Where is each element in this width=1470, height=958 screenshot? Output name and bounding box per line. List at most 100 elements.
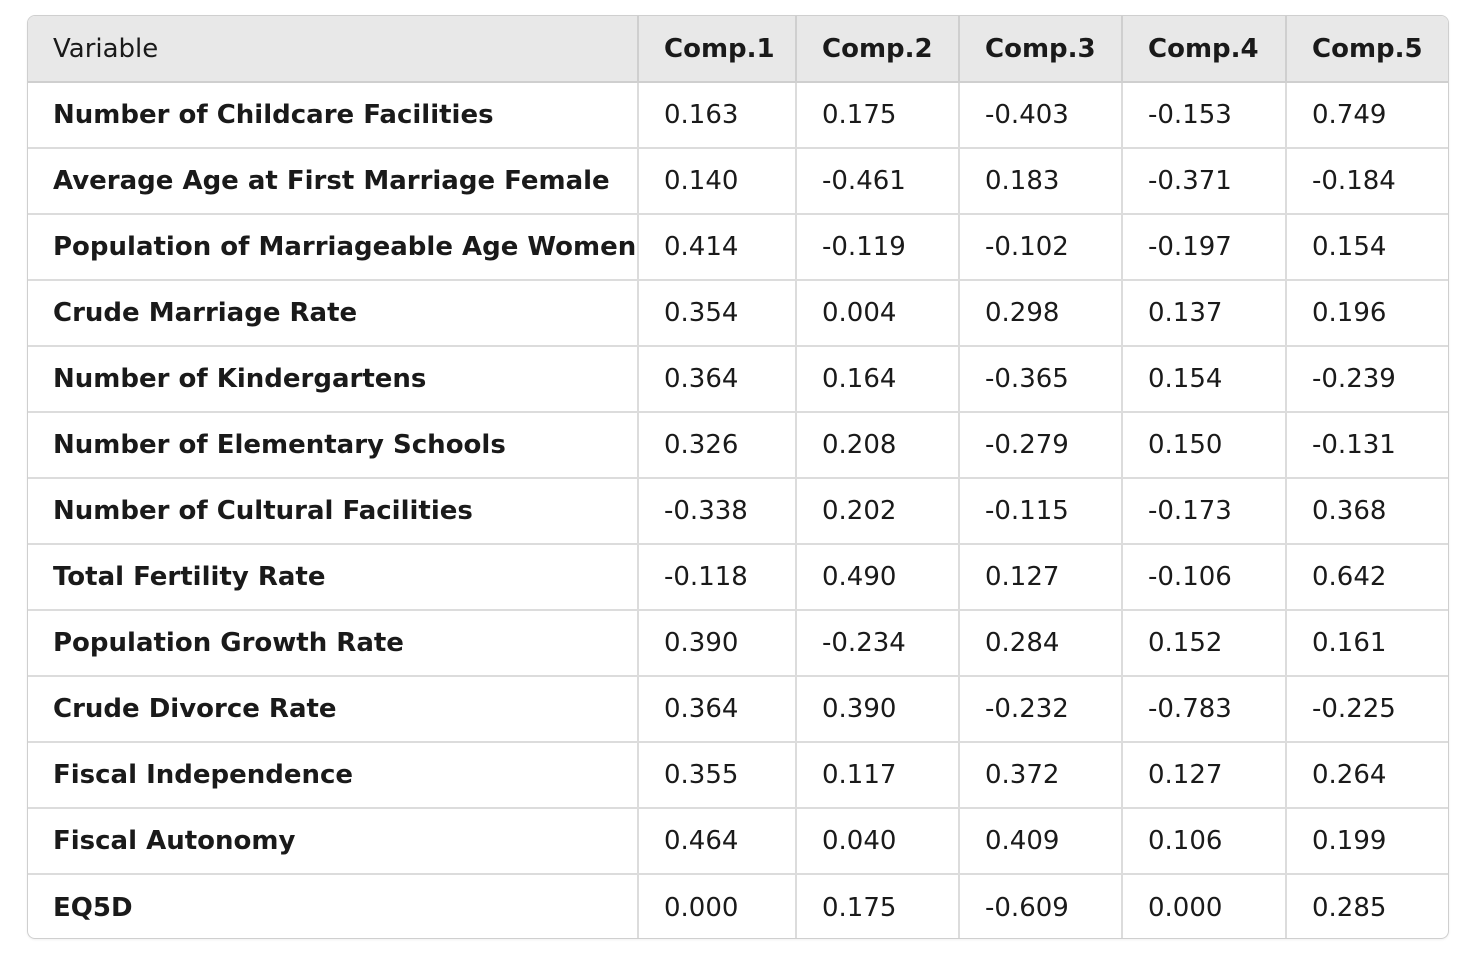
loading-value-cell-comp-3: -0.279: [959, 412, 1123, 479]
loading-value-cell-comp-2: 0.390: [796, 676, 960, 743]
table-row: Crude Marriage Rate 0.354 0.004 0.298 0.137 0…: [28, 280, 1448, 347]
table-row: Fiscal Autonomy 0.464 0.040 0.409 0.106 0.199: [28, 808, 1448, 875]
loading-value-cell-comp-2: 0.208: [796, 412, 960, 479]
column-header-comp-3: Comp.3: [959, 16, 1123, 83]
loading-value-cell-comp-3: 0.127: [959, 544, 1123, 611]
loading-value-cell-comp-5: 0.285: [1312, 892, 1387, 923]
loading-value-cell-comp-5: 0.264: [1286, 742, 1448, 809]
loading-value-cell-comp-5: -0.131: [1286, 412, 1448, 479]
variable-name-cell: Fiscal Autonomy: [28, 808, 639, 875]
loading-value-cell-comp-4: -0.173: [1122, 478, 1287, 545]
variable-name-cell: Population of Marriageable Age Women: [28, 214, 639, 281]
loading-value-cell-comp-4: -0.371: [1122, 148, 1287, 215]
loading-value-cell-comp-5: 0.642: [1286, 544, 1448, 611]
loading-value-cell-comp-1: 0.140: [638, 148, 797, 215]
loading-value-cell-comp-1: 0.390: [638, 610, 797, 677]
loading-value-cell-comp-1: -0.338: [638, 478, 797, 545]
variable-name-cell: Fiscal Independence: [28, 742, 639, 809]
loading-value-cell-comp-3: 0.284: [959, 610, 1123, 677]
table-row: Population of Marriageable Age Women 0.41…: [28, 214, 1448, 281]
table-row: Number of Kindergartens 0.364 0.164 -0.365 0…: [28, 346, 1448, 413]
table-header: Variable Comp.1 Comp.2 Comp.3 Comp.4 Com…: [28, 16, 1448, 83]
variable-name-cell: Population Growth Rate: [28, 610, 639, 677]
loading-value-cell-comp-2: -0.461: [796, 148, 960, 215]
loading-value-cell-comp-2: 0.004: [796, 280, 960, 347]
loading-value-cell-comp-1: 0.354: [638, 280, 797, 347]
table-row: Fiscal Independence 0.355 0.117 0.372 0.127 0…: [28, 742, 1448, 809]
variable-name-cell: Average Age at First Marriage Female: [28, 148, 639, 215]
variable-name-cell: Crude Marriage Rate: [28, 280, 639, 347]
loading-value-cell-comp-4: 0.137: [1122, 280, 1287, 347]
loading-value-cell-comp-1: -0.118: [638, 544, 797, 611]
loading-value-cell-comp-3: -0.609: [959, 874, 1123, 938]
header-row: Variable Comp.1 Comp.2 Comp.3 Comp.4 Com…: [28, 16, 1448, 83]
loading-value-cell-comp-3: -0.403: [959, 82, 1123, 149]
column-header-variable: Variable: [28, 16, 639, 83]
loading-value-cell-comp-4: -0.783: [1122, 676, 1287, 743]
loading-value-cell-comp-1: 0.163: [638, 82, 797, 149]
loading-value-cell-comp-4: 0.106: [1122, 808, 1287, 875]
loading-value-cell-comp-1: 0.364: [638, 676, 797, 743]
column-header-comp-5: Comp.5: [1286, 16, 1448, 83]
loading-value-cell-comp-1: 0.326: [638, 412, 797, 479]
loading-value-cell-comp-3: 0.372: [959, 742, 1123, 809]
loading-value-cell-comp-1: 0.000: [638, 874, 797, 938]
variable-name-cell: Number of Cultural Facilities: [28, 478, 639, 545]
loading-value-cell-comp-2: 0.117: [796, 742, 960, 809]
loading-value-cell-comp-5: -0.184: [1286, 148, 1448, 215]
loading-value-cell-comp-5: -0.239: [1286, 346, 1448, 413]
loading-value-cell-comp-3: -0.115: [959, 478, 1123, 545]
table-row: Average Age at First Marriage Female 0.14…: [28, 148, 1448, 215]
loading-value-cell-comp-5: 0.368: [1286, 478, 1448, 545]
variable-name-cell: Crude Divorce Rate: [28, 676, 639, 743]
loading-value-cell-comp-2: 0.202: [796, 478, 960, 545]
column-header-comp-2: Comp.2: [796, 16, 960, 83]
variable-name-cell: Total Fertility Rate: [28, 544, 639, 611]
table-row: Number of Childcare Facilities 0.163 0.175…: [28, 82, 1448, 149]
loadings-table-container: Variable Comp.1 Comp.2 Comp.3 Comp.4 Com…: [27, 15, 1449, 939]
loading-value-cell-comp-4: 0.127: [1122, 742, 1287, 809]
variable-name-cell: EQ5D: [28, 874, 639, 938]
loadings-table: Variable Comp.1 Comp.2 Comp.3 Comp.4 Com…: [28, 16, 1448, 938]
loading-value-cell-comp-1: 0.414: [638, 214, 797, 281]
loading-value-cell-comp-5: 0.196: [1286, 280, 1448, 347]
table-row: EQ5D 0.000 0.175 -0.609 0.000 0.285: [28, 874, 1448, 938]
loading-value-cell-comp-4: -0.153: [1122, 82, 1287, 149]
loading-value-cell-comp-4: -0.106: [1122, 544, 1287, 611]
column-header-comp-4: Comp.4: [1122, 16, 1287, 83]
loading-value-cell-comp-4: 0.152: [1122, 610, 1287, 677]
loading-value-cell-comp-4: -0.197: [1122, 214, 1287, 281]
table-body: Number of Childcare Facilities 0.163 0.175…: [28, 82, 1448, 938]
loading-value-cell-comp-5: 0.199: [1286, 808, 1448, 875]
variable-name-cell: Number of Elementary Schools: [28, 412, 639, 479]
variable-name-cell: Number of Kindergartens: [28, 346, 639, 413]
table-row: Population Growth Rate 0.390 -0.234 0.284 0.…: [28, 610, 1448, 677]
loading-value-cell-comp-3: -0.102: [959, 214, 1123, 281]
table-row: Number of Elementary Schools 0.326 0.208 -0…: [28, 412, 1448, 479]
loading-value-cell-comp-3: -0.232: [959, 676, 1123, 743]
loading-value-cell-comp-2: 0.175: [796, 82, 960, 149]
loading-value-cell-comp-3: 0.183: [959, 148, 1123, 215]
table-row: Number of Cultural Facilities -0.338 0.202…: [28, 478, 1448, 545]
loading-value-cell-comp-3: 0.409: [959, 808, 1123, 875]
loading-value-cell-comp-1: 0.355: [638, 742, 797, 809]
loading-value-cell-comp-1: 0.464: [638, 808, 797, 875]
loading-value-cell-comp-4: 0.000: [1122, 874, 1287, 938]
loading-value-cell-comp-2: 0.490: [796, 544, 960, 611]
table-row: Crude Divorce Rate 0.364 0.390 -0.232 -0.783…: [28, 676, 1448, 743]
loading-value-cell-comp-5: 0.749: [1286, 82, 1448, 149]
loading-value-cell-comp-4: 0.154: [1122, 346, 1287, 413]
loading-value-cell-comp-5: -0.225: [1286, 676, 1448, 743]
loading-value-cell-comp-4: 0.150: [1122, 412, 1287, 479]
loading-value-cell-comp-2: -0.234: [796, 610, 960, 677]
loading-value-cell-comp-2: 0.175: [796, 874, 960, 938]
loading-value-cell-comp-2: 0.040: [796, 808, 960, 875]
loading-value-cell-comp-5: 0.161: [1286, 610, 1448, 677]
loading-value-cell-comp-3: 0.298: [959, 280, 1123, 347]
loading-value-cell-comp-3: -0.365: [959, 346, 1123, 413]
variable-name-cell: Number of Childcare Facilities: [28, 82, 639, 149]
loading-value-cell-comp-5: 0.154: [1286, 214, 1448, 281]
loading-value-cell-comp-2: -0.119: [796, 214, 960, 281]
table-row: Total Fertility Rate -0.118 0.490 0.127 -0.1…: [28, 544, 1448, 611]
loading-value-cell-comp-1: 0.364: [638, 346, 797, 413]
